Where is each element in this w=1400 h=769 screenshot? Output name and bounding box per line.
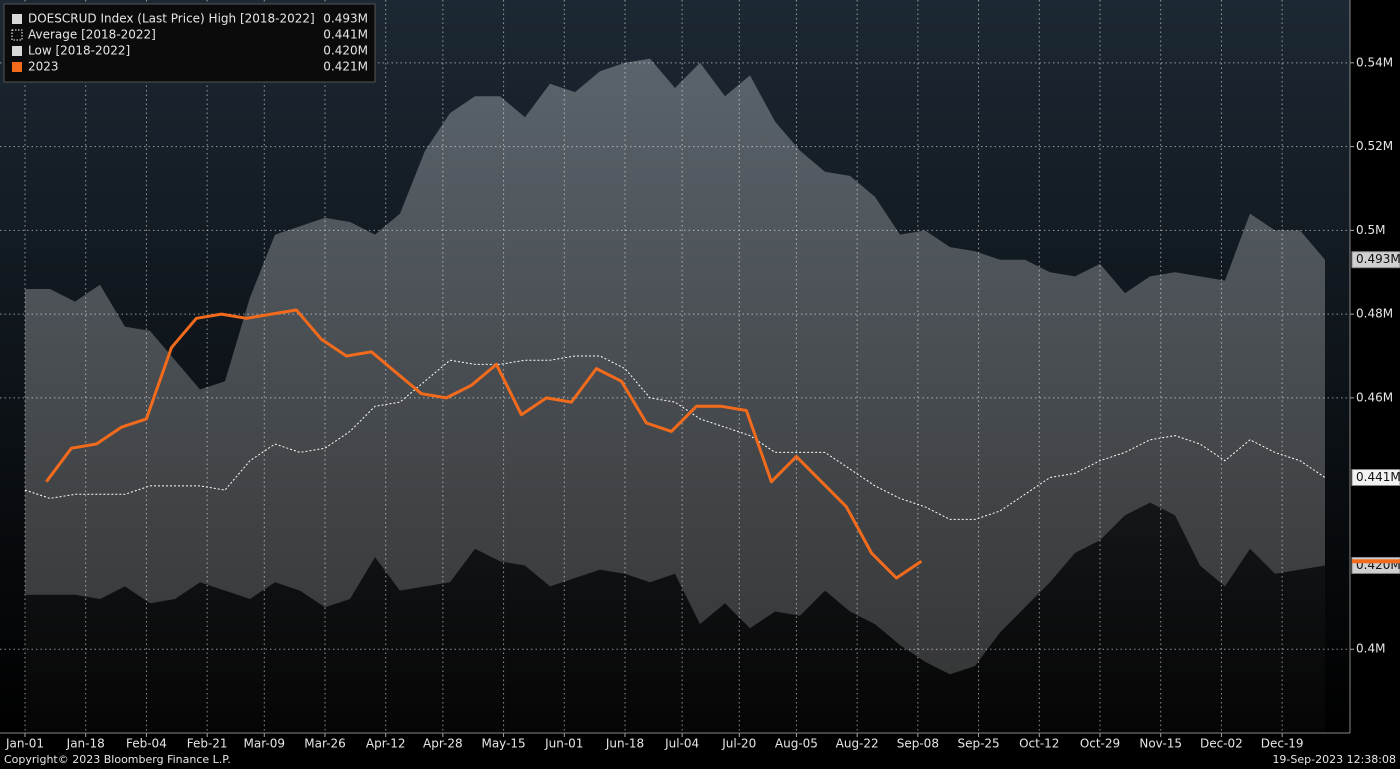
x-tick-label: Oct-12 bbox=[1019, 737, 1059, 751]
legend-swatch bbox=[11, 29, 23, 41]
legend-swatch bbox=[12, 46, 22, 56]
x-tick-label: Mar-09 bbox=[244, 737, 285, 751]
x-tick-label: Jun-01 bbox=[544, 737, 583, 751]
x-tick-label: Jan-18 bbox=[66, 737, 105, 751]
x-tick-label: Mar-26 bbox=[304, 737, 345, 751]
legend-value: 0.420M bbox=[323, 44, 368, 58]
x-tick-label: Sep-08 bbox=[897, 737, 939, 751]
x-tick-label: Aug-22 bbox=[836, 737, 879, 751]
legend-label: Average [2018-2022] bbox=[28, 28, 156, 42]
x-tick-label: Aug-05 bbox=[775, 737, 818, 751]
axis-background bbox=[1350, 0, 1400, 733]
legend-label: 2023 bbox=[28, 60, 59, 74]
legend-label: Low [2018-2022] bbox=[28, 44, 130, 58]
x-tick-label: Jan-01 bbox=[5, 737, 44, 751]
timestamp: 19-Sep-2023 12:38:08 bbox=[1272, 753, 1396, 766]
legend-value: 0.421M bbox=[323, 60, 368, 74]
y-tick-label: 0.46M bbox=[1356, 390, 1393, 404]
last-value-tag bbox=[1352, 559, 1400, 564]
legend-box bbox=[3, 3, 376, 83]
average-line bbox=[24, 355, 1326, 520]
y-tick-label: 0.54M bbox=[1356, 55, 1393, 69]
legend-swatch bbox=[12, 14, 22, 24]
x-tick-label: Dec-02 bbox=[1200, 737, 1243, 751]
high-area bbox=[25, 58, 1325, 734]
legend-value: 0.441M bbox=[323, 28, 368, 42]
x-tick-label: Apr-28 bbox=[423, 737, 463, 751]
x-tick-label: Feb-21 bbox=[187, 737, 228, 751]
last-value-label: 0.441M bbox=[1356, 470, 1400, 484]
last-value-tag bbox=[1351, 251, 1400, 269]
x-tick-label: Oct-29 bbox=[1080, 737, 1120, 751]
last-value-label: 0.493M bbox=[1356, 252, 1400, 266]
x-tick-label: Jul-20 bbox=[721, 737, 756, 751]
x-tick-label: Dec-19 bbox=[1261, 737, 1304, 751]
x-tick-label: Apr-12 bbox=[366, 737, 406, 751]
last-value-tag bbox=[1351, 468, 1400, 486]
copyright: Copyright© 2023 Bloomberg Finance L.P. bbox=[4, 753, 231, 766]
y-tick-label: 0.5M bbox=[1356, 223, 1385, 237]
x-tick-label: Jun-18 bbox=[605, 737, 644, 751]
legend-swatch bbox=[12, 62, 22, 72]
current-line bbox=[45, 308, 923, 580]
y-tick-label: 0.48M bbox=[1356, 307, 1393, 321]
x-tick-label: Feb-04 bbox=[126, 737, 167, 751]
y-tick-label: 0.4M bbox=[1356, 642, 1385, 656]
legend-label: DOESCRUD Index (Last Price) High [2018-2… bbox=[28, 12, 315, 26]
legend-value: 0.493M bbox=[323, 12, 368, 26]
x-tick-label: Nov-15 bbox=[1139, 737, 1182, 751]
y-tick-label: 0.52M bbox=[1356, 139, 1393, 153]
x-tick-label: Sep-25 bbox=[957, 737, 999, 751]
low-area bbox=[25, 502, 1325, 733]
x-tick-label: Jul-04 bbox=[664, 737, 699, 751]
x-tick-label: May-15 bbox=[481, 737, 525, 751]
